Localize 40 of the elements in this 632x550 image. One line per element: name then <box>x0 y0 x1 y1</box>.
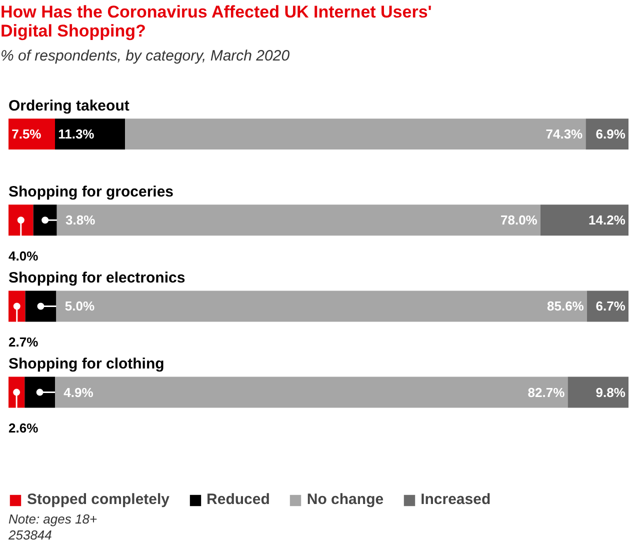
legend-label: Reduced <box>206 491 270 508</box>
bar <box>540 204 628 236</box>
bar <box>55 118 126 150</box>
bar <box>125 118 586 150</box>
y-tick-label: Ordering takeout <box>8 97 130 114</box>
legend-label: Increased <box>420 491 491 508</box>
bar <box>33 204 57 236</box>
text: 253844 <box>8 528 52 542</box>
bar <box>24 376 55 408</box>
bar <box>55 376 568 408</box>
data-label: 2.6% <box>8 420 39 436</box>
legend-label: No change <box>306 491 384 508</box>
bar <box>25 290 56 322</box>
data-label: 2.7% <box>8 334 39 350</box>
chart-subtitle: % of respondents, by category, March 2020 <box>0 48 290 64</box>
bar <box>568 376 628 408</box>
y-tick-label: Shopping for electronics <box>8 269 186 286</box>
data-label: 11.3% <box>58 126 95 142</box>
data-label: 14.2% <box>588 212 626 228</box>
data-label: 82.7% <box>528 384 566 400</box>
data-label: 6.9% <box>596 126 626 142</box>
data-label: 74.3% <box>546 126 584 142</box>
y-tick-label: Shopping for groceries <box>8 183 174 200</box>
data-label: 5.0% <box>64 298 95 314</box>
text: Note: ages 18+ <box>8 512 98 526</box>
legend-label: Stopped completely <box>27 491 170 508</box>
data-label: 3.8% <box>66 212 96 228</box>
data-label: 9.8% <box>596 384 626 400</box>
data-label: 85.6% <box>547 298 584 314</box>
data-label: 4.0% <box>8 248 39 264</box>
data-label: 78.0% <box>500 212 538 228</box>
bar <box>56 204 540 236</box>
data-label: 6.7% <box>596 298 626 314</box>
bar <box>8 204 34 236</box>
bar <box>8 118 55 150</box>
bar <box>56 290 587 322</box>
data-label: 7.5% <box>12 126 42 142</box>
y-tick-label: Shopping for clothing <box>8 355 164 372</box>
chart-title: How Has the Coronavirus Affected UK Internet Users' Digital Shopping? <box>0 2 432 40</box>
data-label: 4.9% <box>64 384 94 400</box>
